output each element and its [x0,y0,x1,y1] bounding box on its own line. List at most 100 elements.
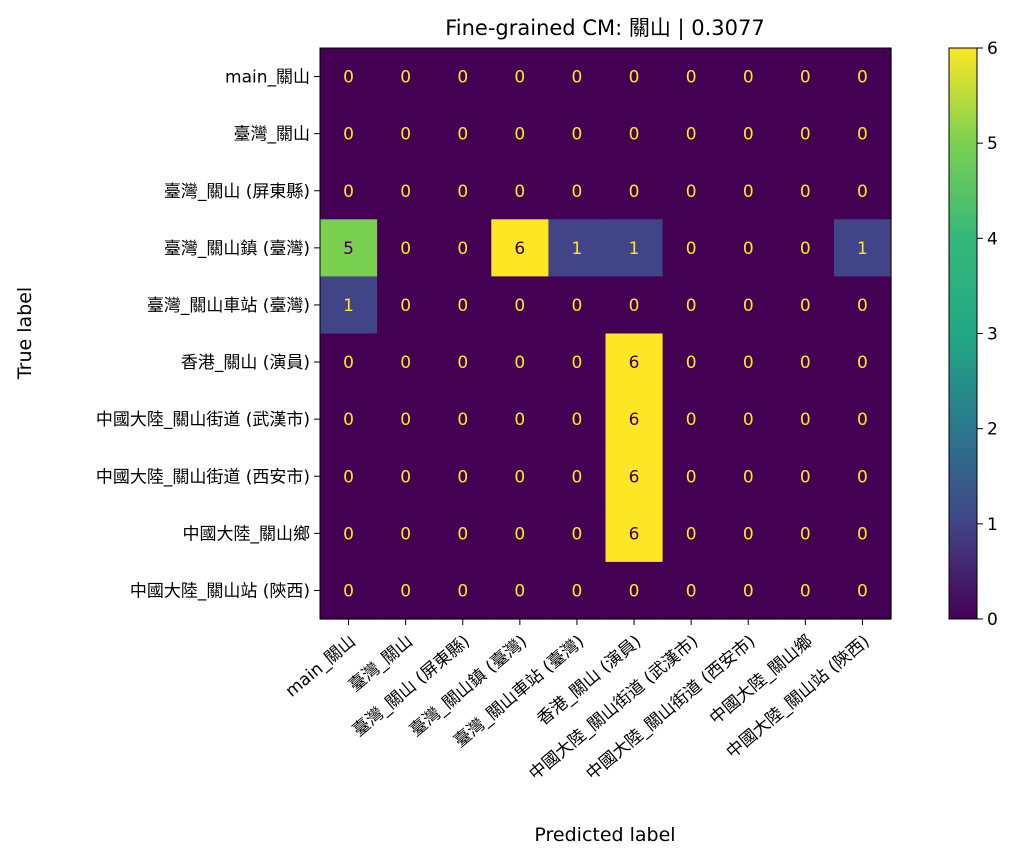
x-tick-label: main_關山 [282,632,360,702]
heatmap-cell [434,105,492,163]
heatmap-cell [491,162,549,220]
heatmap-cell [377,219,435,277]
cell-value-label: 0 [572,467,583,487]
cell-value-label: 0 [800,296,811,316]
heatmap-cell [776,276,835,335]
heatmap-cell [548,162,607,220]
heatmap-cell [776,504,835,563]
heatmap-cell [776,219,835,277]
heatmap-cell [320,105,378,163]
cell-value-label: 0 [457,353,468,373]
cell-value-label: 0 [743,410,754,430]
heatmap-cell [548,390,607,449]
cell-value-label: 0 [343,467,354,487]
cell-value-label: 0 [572,68,583,88]
cell-value-label: 0 [400,581,411,601]
heatmap-cell [662,561,721,620]
y-tick-label: 中國大陸_關山街道 (西安市) [96,467,310,487]
heatmap-cell [320,219,378,277]
cell-value-label: 0 [686,410,697,430]
cell-value-label: 0 [686,182,697,202]
heatmap-cell [833,48,892,106]
cell-value-label: 6 [514,239,525,259]
heatmap-cell [719,219,778,277]
cell-value-label: 0 [457,410,468,430]
cell-value-label: 0 [686,239,697,259]
heatmap-cell [605,162,664,220]
heatmap-cell [662,48,721,106]
heatmap-cell [548,447,607,506]
cell-value-label: 0 [857,410,868,430]
cell-value-label: 0 [343,410,354,430]
heatmap-cell [491,219,549,277]
heatmap-cell [833,504,892,563]
cell-value-label: 0 [629,125,640,145]
heatmap-cell [605,447,664,506]
cell-value-label: 0 [343,353,354,373]
heatmap-cell [434,390,492,449]
cell-value-label: 0 [857,581,868,601]
y-tick-label: 臺灣_關山 (屏東縣) [164,182,310,202]
heatmap-cell [605,48,664,106]
y-tick-label: 中國大陸_關山站 (陝西) [130,581,310,601]
cell-value-label: 0 [457,467,468,487]
heatmap-cell [833,390,892,449]
heatmap-cell [776,105,835,163]
colorbar-tick-label: 0 [987,610,998,630]
heatmap-cell [605,504,664,563]
y-tick-label: 中國大陸_關山鄉 [183,524,311,544]
cell-value-label: 0 [457,239,468,259]
cell-value-label: 0 [686,524,697,544]
heatmap-cells: 0 0 0 0 0 0 0 0 0 0 0 0 0 0 0 0 0 0 0 0 0 0 0 0 0 0 0 0 0 0 5 0 0 6 1 1 0 0 0 1… [319,47,892,620]
heatmap-cell [491,333,549,392]
heatmap-cell [377,561,435,620]
heatmap-cell [491,390,549,449]
cell-value-label: 0 [743,68,754,88]
heatmap-cell [377,447,435,506]
heatmap-cell [662,390,721,449]
cell-value-label: 1 [343,296,354,316]
cell-value-label: 0 [400,296,411,316]
heatmap-cell [605,219,664,277]
cell-value-label: 0 [400,353,411,373]
heatmap-cell [548,276,607,335]
heatmap-cell [662,276,721,335]
cell-value-label: 0 [857,467,868,487]
heatmap-cell [605,561,664,620]
cell-value-label: 0 [572,125,583,145]
heatmap-cell [320,390,378,449]
heatmap-cell [548,561,607,620]
heatmap-cell [491,447,549,506]
heatmap-cell [776,162,835,220]
heatmap-cell [719,390,778,449]
heatmap-cell [719,504,778,563]
heatmap-cell [548,504,607,563]
heatmap-cell [320,162,378,220]
heatmap-cell [491,276,549,335]
cell-value-label: 0 [400,68,411,88]
heatmap-cell [776,333,835,392]
colorbar-tick-label: 6 [987,39,998,59]
cell-value-label: 0 [857,353,868,373]
cell-value-label: 6 [629,467,640,487]
cell-value-label: 5 [343,239,354,259]
colorbar-tick-label: 4 [987,229,998,249]
heatmap-cell [833,105,892,163]
heatmap-cell [377,504,435,563]
cell-value-label: 0 [514,353,525,373]
cell-value-label: 0 [400,125,411,145]
cell-value-label: 0 [343,524,354,544]
cell-value-label: 0 [514,467,525,487]
cell-value-label: 0 [686,68,697,88]
cell-value-label: 0 [800,524,811,544]
heatmap-cell [320,333,378,392]
heatmap-cell [776,561,835,620]
cell-value-label: 0 [800,239,811,259]
heatmap-cell [434,561,492,620]
cell-value-label: 0 [343,125,354,145]
colorbar-ticks: 0 1 2 3 4 5 6 [977,39,998,630]
heatmap-cell [833,219,892,277]
cell-value-label: 0 [800,410,811,430]
heatmap-cell [491,48,549,106]
